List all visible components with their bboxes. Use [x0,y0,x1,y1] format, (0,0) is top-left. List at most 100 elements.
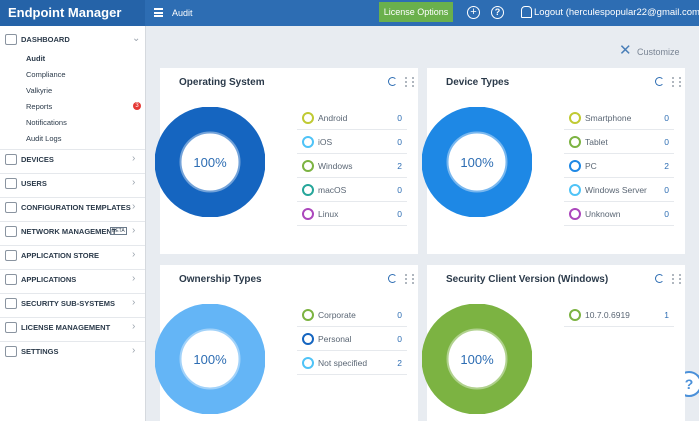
menu-icon[interactable] [154,8,163,17]
menu-item[interactable]: SETTINGS [21,347,59,356]
submenu-item[interactable]: Valkyrie [26,86,53,95]
legend-dot [302,357,314,369]
beta-tag: BETA [110,227,127,235]
widget-title: Device Types [446,77,510,88]
legend-row [297,327,407,351]
legend-count: 2 [397,161,402,171]
brand [0,0,145,26]
legend-dot [302,136,314,148]
add-icon[interactable]: + [467,6,480,19]
legend-dot [302,160,314,172]
widget-title: Ownership Types [179,274,262,285]
divider [0,317,145,318]
legend-dot [302,208,314,220]
help-icon[interactable]: ? [491,6,504,19]
menu-item[interactable]: CONFIGURATION TEMPLATES [21,203,131,212]
menu-item[interactable]: NETWORK MANAGEMENT [21,227,117,236]
menu-icon [5,226,17,237]
widget: Device Types 100% Smartphone 0 Tablet 0 PC 2 Win… [422,68,685,254]
chevron: › [132,321,136,332]
legend-count: 0 [397,209,402,219]
legend-count: 0 [397,185,402,195]
donut [155,107,265,217]
user-icon [521,6,532,18]
legend-count: 0 [664,137,669,147]
brand-title: Endpoint Manager [8,5,122,20]
drag-icon [672,77,681,87]
donut [422,107,532,217]
legend-label: Unknown [585,209,621,219]
refresh-icon[interactable] [655,77,664,86]
divider [0,197,145,198]
legend-dot [569,112,581,124]
menu-item[interactable]: USERS [21,179,47,188]
license-button[interactable]: License Options [379,2,453,22]
sidebar [0,26,146,421]
refresh-icon[interactable] [388,274,397,283]
legend-label: Tablet [585,137,608,147]
refresh-icon[interactable] [655,274,664,283]
legend-label: PC [585,161,597,171]
donut-label: 100% [460,155,494,170]
legend-count: 0 [664,113,669,123]
divider [0,149,145,150]
widget: Operating System 100% Android 0 iOS 0 Windows 2… [155,68,418,254]
donut-ring [155,304,265,414]
donut-ring [422,107,532,217]
legend-dot [302,309,314,321]
legend-count: 2 [397,358,402,368]
legend-dot [302,333,314,345]
menu-item[interactable]: APPLICATION STORE [21,251,100,260]
menu-icon [5,346,17,357]
submenu-item[interactable]: Audit Logs [26,134,62,143]
legend-row [297,154,407,178]
donut-ring [179,131,241,193]
chevron: ⌄ [132,33,141,44]
menu-item[interactable]: APPLICATIONS [21,275,77,284]
legend-label: Windows Server [585,185,647,195]
legend-label: Android [318,113,348,123]
legend-dot [569,208,581,220]
menu-icon [5,202,17,213]
legend-count: 1 [664,310,669,320]
legend-label: Linux [318,209,339,219]
menu-item[interactable]: DASHBOARD [21,35,70,44]
menu-item[interactable]: DEVICES [21,155,54,164]
legend-label: Corporate [318,310,356,320]
badge: 3 [133,102,141,110]
logout-link[interactable]: Logout (herculespopular22@gmail.com) [534,7,699,18]
divider [0,269,145,270]
menu-item[interactable]: SECURITY SUB-SYSTEMS [21,299,116,308]
menu-item[interactable]: LICENSE MANAGEMENT [21,323,111,332]
refresh-icon[interactable] [388,77,397,86]
submenu-item[interactable]: Compliance [26,70,66,79]
legend-label: macOS [318,185,347,195]
drag-icon [405,77,414,87]
legend-dot [302,112,314,124]
legend-row [564,106,674,130]
widget: Security Client Version (Windows) 100% 10.… [422,265,685,421]
customize-link[interactable]: Customize [637,47,680,57]
legend-count: 0 [397,334,402,344]
menu-icon [5,250,17,261]
submenu-item[interactable]: Reports [26,102,53,111]
donut-label: 100% [193,352,227,367]
divider [0,221,145,222]
chevron: › [132,153,136,164]
submenu-item[interactable]: Audit [26,54,46,63]
divider [0,341,145,342]
widget-title: Security Client Version (Windows) [446,274,609,285]
submenu-item[interactable]: Notifications [26,118,67,127]
legend-label: iOS [318,137,333,147]
donut [422,304,532,414]
donut-label: 100% [193,155,227,170]
chevron: › [132,249,136,260]
divider [0,293,145,294]
legend-row [564,130,674,154]
legend-label: 10.7.0.6919 [585,310,630,320]
legend-label: Windows [318,161,353,171]
legend-row [297,202,407,226]
drag-icon [405,274,414,284]
legend-count: 0 [397,137,402,147]
page-title: Audit [172,8,193,18]
